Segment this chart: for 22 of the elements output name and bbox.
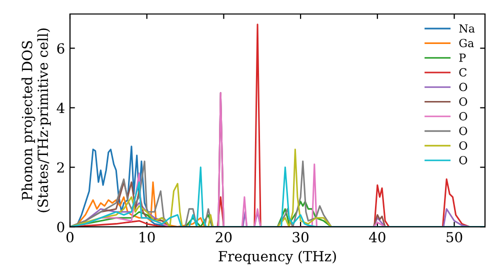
- y-tick-label: 4: [56, 102, 64, 114]
- legend-label: Ga: [459, 38, 474, 48]
- legend-label: O: [459, 112, 468, 120]
- y-tick-label: 2: [57, 162, 64, 173]
- y-tick-label: 0: [57, 222, 64, 232]
- x-tick-label: 40: [369, 232, 386, 242]
- legend-label: O: [459, 126, 468, 136]
- x-tick-label: 0: [66, 232, 74, 242]
- legend-label: O: [459, 82, 468, 92]
- legend-label: C: [459, 68, 466, 77]
- y-axis-title: Phonon projected DOS (States/THz·primitive cell): [22, 28, 51, 212]
- legend-label: P: [459, 54, 466, 62]
- x-tick-label: 10: [140, 232, 155, 242]
- legend-label: Na: [459, 24, 475, 33]
- y-tick-label: 6: [57, 43, 64, 54]
- x-tick-label: 30: [292, 232, 308, 242]
- x-tick-label: 20: [216, 232, 232, 242]
- x-tick-label: 50: [446, 232, 462, 242]
- legend-label: O: [459, 141, 468, 150]
- legend-label: O: [459, 156, 468, 164]
- legend-label: O: [459, 97, 468, 106]
- x-axis-title: Frequency (THz): [218, 250, 336, 264]
